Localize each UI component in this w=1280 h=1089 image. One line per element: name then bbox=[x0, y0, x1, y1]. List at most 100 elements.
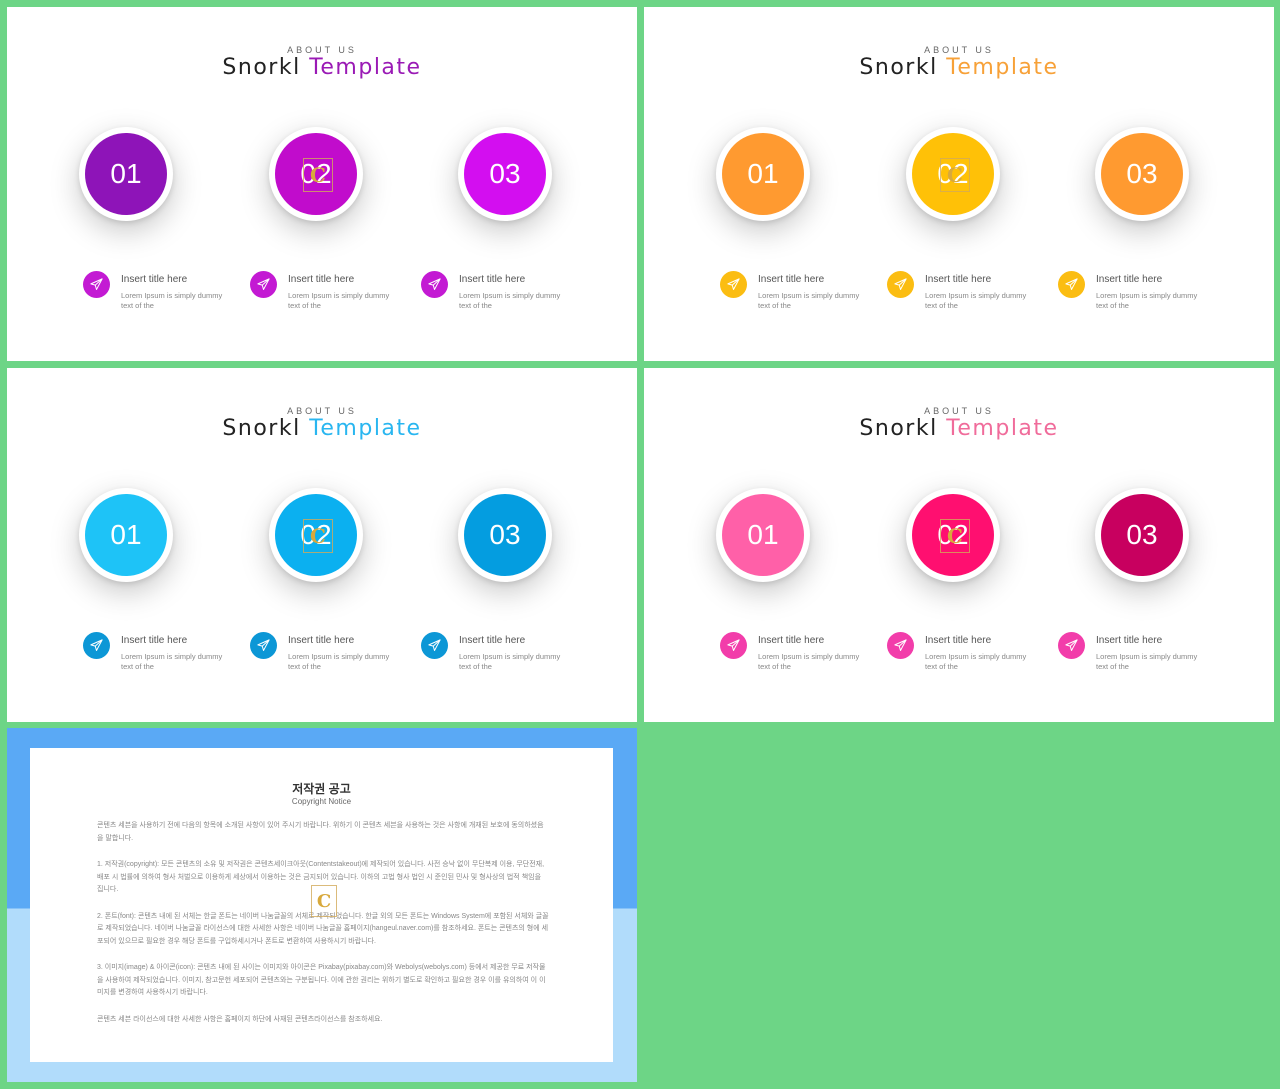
feature-item: Insert title here Lorem Ipsum is simply d… bbox=[83, 271, 233, 321]
circle-number: 02 bbox=[937, 158, 969, 189]
feature-title: Insert title here bbox=[925, 635, 992, 646]
feature-item: Insert title here Lorem Ipsum is simply d… bbox=[421, 632, 571, 682]
circle-number: 01 bbox=[110, 158, 142, 189]
number-circle: 03 bbox=[1095, 488, 1189, 582]
copyright-paragraph: 콘텐츠 세븐 라이선스에 대한 사세한 사항은 홈페이지 하단에 사재된 콘텐츠… bbox=[97, 1015, 383, 1023]
feature-title: Insert title here bbox=[459, 635, 526, 646]
slide-title: Snorkl Template bbox=[7, 55, 637, 80]
number-circle-fill: 01 bbox=[722, 133, 804, 215]
watermark-logo: C bbox=[303, 519, 333, 553]
paper-plane-icon bbox=[887, 632, 914, 659]
slide-title-accent: Template bbox=[309, 55, 422, 80]
number-circle: 01 bbox=[79, 127, 173, 221]
slide-title-main: Snorkl bbox=[859, 55, 938, 80]
circle-number: 01 bbox=[747, 519, 779, 550]
feature-description: Lorem Ipsum is simply dummy text of the bbox=[925, 652, 1027, 671]
feature-title: Insert title here bbox=[121, 274, 188, 285]
circle-number: 03 bbox=[1126, 519, 1158, 550]
circle-number: 01 bbox=[747, 158, 779, 189]
feature-title: Insert title here bbox=[459, 274, 526, 285]
circle-number: 03 bbox=[1126, 158, 1158, 189]
slide-kicker: ABOUT US bbox=[924, 406, 994, 416]
number-circle: 02 C bbox=[269, 127, 363, 221]
feature-item: Insert title here Lorem Ipsum is simply d… bbox=[887, 271, 1037, 321]
slide-title: Snorkl Template bbox=[644, 416, 1274, 441]
feature-item: Insert title here Lorem Ipsum is simply d… bbox=[250, 271, 400, 321]
copyright-card: 저작권 공고 Copyright Notice 콘텐츠 세븐을 사용하기 전에 … bbox=[30, 748, 613, 1062]
feature-item: Insert title here Lorem Ipsum is simply d… bbox=[887, 632, 1037, 682]
feature-description: Lorem Ipsum is simply dummy text of the bbox=[288, 291, 390, 310]
number-circle-fill: 01 bbox=[85, 494, 167, 576]
slide-kicker: ABOUT US bbox=[287, 45, 357, 55]
number-circle-fill: 03 bbox=[464, 133, 546, 215]
paper-plane-icon bbox=[250, 271, 277, 298]
paper-plane-icon bbox=[421, 632, 448, 659]
feature-description: Lorem Ipsum is simply dummy text of the bbox=[121, 652, 223, 671]
feature-title: Insert title here bbox=[925, 274, 992, 285]
feature-description: Lorem Ipsum is simply dummy text of the bbox=[288, 652, 390, 671]
paper-plane-icon bbox=[83, 271, 110, 298]
feature-description: Lorem Ipsum is simply dummy text of the bbox=[121, 291, 223, 310]
slide-kicker: ABOUT US bbox=[287, 406, 357, 416]
circle-number: 02 bbox=[937, 519, 969, 550]
feature-description: Lorem Ipsum is simply dummy text of the bbox=[459, 652, 561, 671]
paper-plane-icon bbox=[250, 632, 277, 659]
feature-description: Lorem Ipsum is simply dummy text of the bbox=[1096, 652, 1198, 671]
paper-plane-icon bbox=[720, 632, 747, 659]
slide-title-main: Snorkl bbox=[222, 416, 301, 441]
number-circle: 01 bbox=[716, 488, 810, 582]
slide-title: Snorkl Template bbox=[7, 416, 637, 441]
number-circle-fill: 02 bbox=[275, 133, 357, 215]
number-circle-fill: 03 bbox=[1101, 494, 1183, 576]
slide-title-accent: Template bbox=[309, 416, 422, 441]
feature-title: Insert title here bbox=[288, 635, 355, 646]
circle-number: 01 bbox=[110, 519, 142, 550]
feature-description: Lorem Ipsum is simply dummy text of the bbox=[925, 291, 1027, 310]
number-circle-fill: 03 bbox=[1101, 133, 1183, 215]
feature-description: Lorem Ipsum is simply dummy text of the bbox=[1096, 291, 1198, 310]
paper-plane-icon bbox=[720, 271, 747, 298]
slide-pink: ABOUT US Snorkl Template 01 02 C 03 Insert tit… bbox=[644, 368, 1274, 722]
copyright-subtitle: Copyright Notice bbox=[291, 797, 352, 806]
feature-title: Insert title here bbox=[1096, 274, 1163, 285]
slide-title-accent: Template bbox=[946, 416, 1059, 441]
slide-purple: ABOUT US Snorkl Template 01 02 C 03 Insert tit… bbox=[7, 7, 637, 361]
slide-title-accent: Template bbox=[946, 55, 1059, 80]
feature-description: Lorem Ipsum is simply dummy text of the bbox=[758, 291, 860, 310]
slide-title-main: Snorkl bbox=[859, 416, 938, 441]
number-circle: 02 C bbox=[906, 127, 1000, 221]
paper-plane-icon bbox=[421, 271, 448, 298]
watermark-logo: C bbox=[940, 158, 970, 192]
number-circle: 02 C bbox=[269, 488, 363, 582]
paper-plane-icon bbox=[83, 632, 110, 659]
feature-item: Insert title here Lorem Ipsum is simply d… bbox=[250, 632, 400, 682]
watermark-logo: C bbox=[311, 885, 337, 917]
slide-title-main: Snorkl bbox=[222, 55, 301, 80]
feature-title: Insert title here bbox=[1096, 635, 1163, 646]
paper-plane-icon bbox=[887, 271, 914, 298]
number-circle: 03 bbox=[458, 488, 552, 582]
slide-kicker: ABOUT US bbox=[924, 45, 994, 55]
paper-plane-icon bbox=[1058, 632, 1085, 659]
feature-title: Insert title here bbox=[288, 274, 355, 285]
number-circle: 02 C bbox=[906, 488, 1000, 582]
watermark-logo: C bbox=[303, 158, 333, 192]
slide-blue: ABOUT US Snorkl Template 01 02 C 03 Insert tit… bbox=[7, 368, 637, 722]
feature-description: Lorem Ipsum is simply dummy text of the bbox=[758, 652, 860, 671]
number-circle-fill: 02 bbox=[275, 494, 357, 576]
feature-item: Insert title here Lorem Ipsum is simply d… bbox=[83, 632, 233, 682]
number-circle-fill: 01 bbox=[85, 133, 167, 215]
feature-title: Insert title here bbox=[121, 635, 188, 646]
copyright-title: 저작권 공고 bbox=[292, 782, 351, 796]
paper-plane-icon bbox=[1058, 271, 1085, 298]
feature-title: Insert title here bbox=[758, 274, 825, 285]
circle-number: 03 bbox=[489, 158, 521, 189]
number-circle-fill: 02 bbox=[912, 494, 994, 576]
feature-description: Lorem Ipsum is simply dummy text of the bbox=[459, 291, 561, 310]
circle-number: 02 bbox=[300, 519, 332, 550]
number-circle: 03 bbox=[1095, 127, 1189, 221]
feature-title: Insert title here bbox=[758, 635, 825, 646]
number-circle-fill: 03 bbox=[464, 494, 546, 576]
copyright-body: 콘텐츠 세븐을 사용하기 전에 다음의 항목에 소개된 사항이 있어 주시기 바… bbox=[97, 820, 549, 1040]
circle-number: 03 bbox=[489, 519, 521, 550]
